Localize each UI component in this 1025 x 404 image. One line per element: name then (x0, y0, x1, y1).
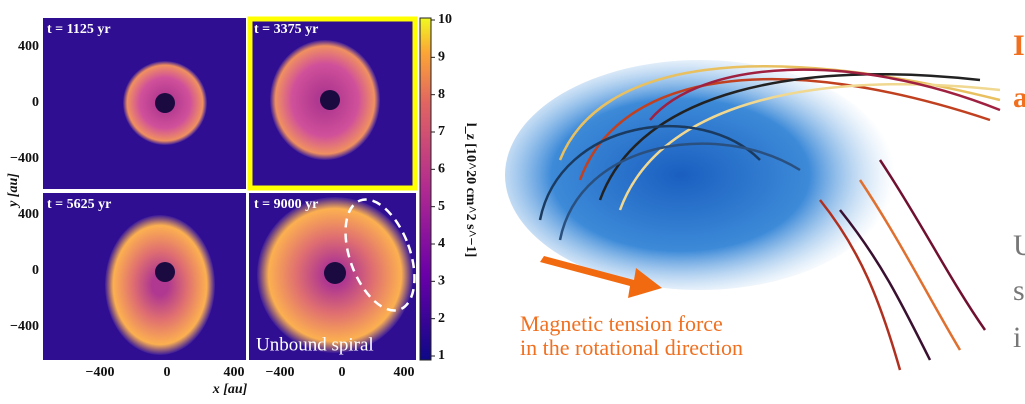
y-tick-label: 0 (32, 263, 39, 278)
colorbar (420, 18, 431, 360)
x-tick-label: −400 (266, 365, 295, 380)
y-tick-label: −400 (10, 319, 39, 334)
colorbar-tick-label: 5 (438, 199, 445, 214)
sink (320, 90, 340, 110)
colorbar-tick-label: 1 (438, 348, 445, 363)
colorbar-tick-label: 7 (438, 124, 445, 139)
x-tick-label: 400 (224, 365, 245, 380)
cut-off-text: I (1013, 29, 1025, 62)
disk (105, 215, 215, 355)
page: t = 1125 yr t = 3375 yr t = 5625 yr t = … (0, 0, 1025, 404)
caption: Magnetic tension force (520, 311, 723, 336)
slide: t = 1125 yr t = 3375 yr t = 5625 yr t = … (0, 0, 1025, 404)
x-tick-label: 0 (164, 365, 171, 380)
cut-off-text: U (1013, 229, 1025, 262)
colorbar-tick-label: 9 (438, 50, 445, 65)
annotation: Unbound spiral (256, 334, 374, 355)
x-tick-label: 0 (339, 365, 346, 380)
sink (155, 93, 175, 113)
panel-label: t = 1125 yr (47, 22, 111, 37)
colorbar-tick-label: 6 (438, 162, 445, 177)
y-tick-label: 400 (18, 207, 39, 222)
cut-off-text: s (1013, 274, 1025, 307)
cut-off-text: a (1013, 81, 1025, 114)
colorbar-tick-label: 4 (438, 236, 445, 251)
colorbar-tick-label: 2 (438, 311, 445, 326)
y-label: y [au] (6, 173, 21, 209)
x-tick-label: −400 (86, 365, 115, 380)
colorbar-tick-label: 10 (438, 12, 452, 27)
panel-label: t = 3375 yr (254, 22, 318, 37)
y-tick-label: −400 (10, 151, 39, 166)
sink (324, 262, 346, 284)
gas-cloud (505, 60, 895, 290)
colorbar-label: l_z [10^20 cm^2 s^−1] (463, 123, 478, 258)
y-tick-label: 400 (18, 39, 39, 54)
sink (155, 262, 175, 282)
caption: in the rotational direction (520, 335, 743, 360)
colorbar-tick-label: 8 (438, 87, 445, 102)
panels (43, 18, 428, 360)
x-label: x [au] (212, 382, 248, 397)
x-tick-label: 400 (394, 365, 415, 380)
panel-label: t = 9000 yr (254, 197, 318, 212)
cut-off-text: i (1013, 321, 1021, 354)
panel-label: t = 5625 yr (47, 197, 111, 212)
y-tick-label: 0 (32, 95, 39, 110)
colorbar-tick-label: 3 (438, 274, 445, 289)
